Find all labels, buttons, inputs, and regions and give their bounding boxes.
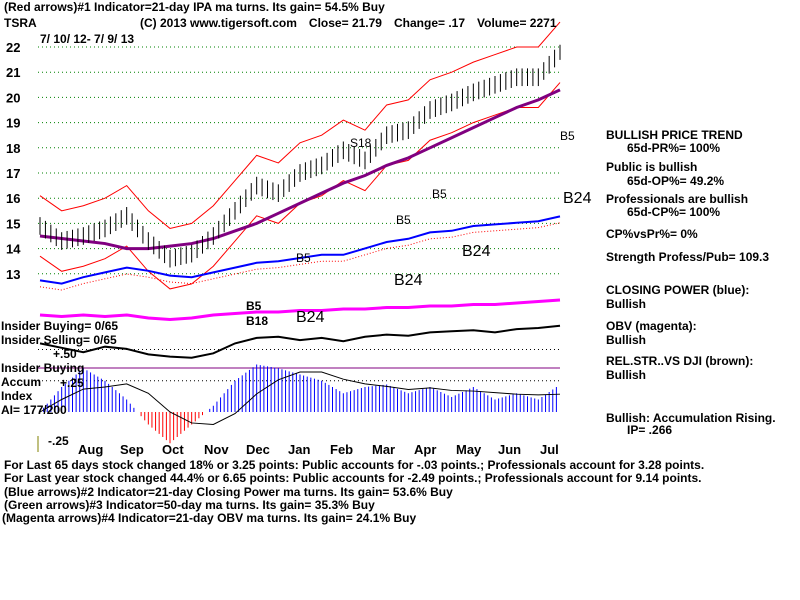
accum-ma [39,371,561,426]
y-tick-label: 18 [6,141,20,156]
ticker: TSRA [4,16,37,30]
footer-indicator-2: (Blue arrows)#2 Indicator=21-day Closing… [4,485,453,499]
footer-indicator-3: (Green arrows)#3 Indicator=50-day ma tur… [4,498,375,512]
accum-label: Accum [1,375,42,389]
trend-label: BULLISH PRICE TREND [606,128,743,142]
footer-65d: For Last 65 days stock changed 18% or 3.… [4,458,705,472]
month-label: May [456,442,482,457]
tick-p50: +.50 [53,347,77,361]
accum-status: Bullish: Accumulation Rising. [606,411,776,425]
close-value: Close= 21.79 [308,16,382,30]
month-label: Aug [78,442,103,457]
month-label: Jul [540,442,559,457]
cp-status: Bullish [606,297,647,311]
month-label: Mar [372,442,395,457]
tick-p25: +.25 [60,376,84,390]
cp-vs-pr: CP%vsPr%= 0% [606,227,698,241]
volume-value: Volume= 2271 [477,16,557,30]
y-tick-label: 17 [6,166,20,181]
month-label: Feb [330,442,353,457]
y-tick-label: 13 [6,267,20,282]
signal-label: B5 [432,187,447,201]
rs-title: REL.STR..VS DJI (brown): [606,354,754,368]
closing-power-line [39,215,561,285]
insider-buying: Insider Buying= 0/65 [1,319,119,333]
ip-value: IP= .266 [627,423,673,437]
closing-power-ma [39,222,561,291]
op-value: 65d-OP%= 49.2% [627,174,725,188]
signal-label: B24 [563,190,592,207]
month-label: Sep [120,442,144,457]
month-label: Jan [288,442,310,457]
signal-label: B24 [296,309,325,326]
date-range: 7/ 10/ 12- 7/ 9/ 13 [40,32,135,46]
upper-band [39,21,561,229]
signal-label: B24 [462,243,491,260]
tick-m25: -.25 [48,434,69,448]
obv-title: OBV (magenta): [606,319,697,333]
y-tick-label: 20 [6,90,20,105]
y-tick-label: 14 [6,242,21,257]
rel-str-line [39,324,561,359]
strength: Strength Profess/Pub= 109.3 [606,250,770,264]
signal-label: B5 [560,129,575,143]
obv-status: Bullish [606,333,647,347]
month-label: Apr [414,442,436,457]
index-label: Index [1,389,33,403]
y-tick-label: 21 [6,65,20,80]
footer-indicator-4: (Magenta arrows)#4 Indicator=21-day OBV … [2,511,417,525]
insider-buying-label: Insider Buying [1,361,85,375]
pr-value: 65d-PR%= 100% [627,141,721,155]
y-tick-label: 22 [6,40,20,55]
cp-title: CLOSING POWER (blue): [606,283,750,297]
ma50-line [39,88,561,251]
copyright: (C) 2013 www.tigersoft.com [140,16,297,30]
header-info-row: (C) 2013 www.tigersoft.com Close= 21.79 … [140,17,557,30]
ai-value: AI= 177/200 [1,403,67,417]
month-label: Jun [498,442,521,457]
month-label: Nov [204,442,229,457]
signal-label: B18 [246,314,269,328]
obv-line [39,298,561,322]
pros-label: Professionals are bullish [606,192,749,206]
y-tick-label: 19 [6,116,20,131]
cp-value: 65d-CP%= 100% [627,205,721,219]
public-label: Public is bullish [606,160,698,174]
rs-status: Bullish [606,368,647,382]
month-label: Oct [162,442,184,457]
signal-label: B24 [394,272,423,289]
signal-label: B5 [296,251,311,265]
footer-year: For Last year stock changed 44.4% or 6.6… [4,471,702,485]
signal-label: B5 [396,213,411,227]
signal-label: S18 [350,136,372,150]
month-label: Dec [246,442,270,457]
y-tick-label: 15 [6,216,20,231]
indicator-1-title: (Red arrows)#1 Indicator=21-day IPA ma t… [4,0,385,14]
change-value: Change= .17 [393,16,466,30]
insider-selling: Insider Selling= 0/65 [1,333,117,347]
y-tick-label: 16 [6,191,20,206]
signal-label: B5 [246,299,262,313]
